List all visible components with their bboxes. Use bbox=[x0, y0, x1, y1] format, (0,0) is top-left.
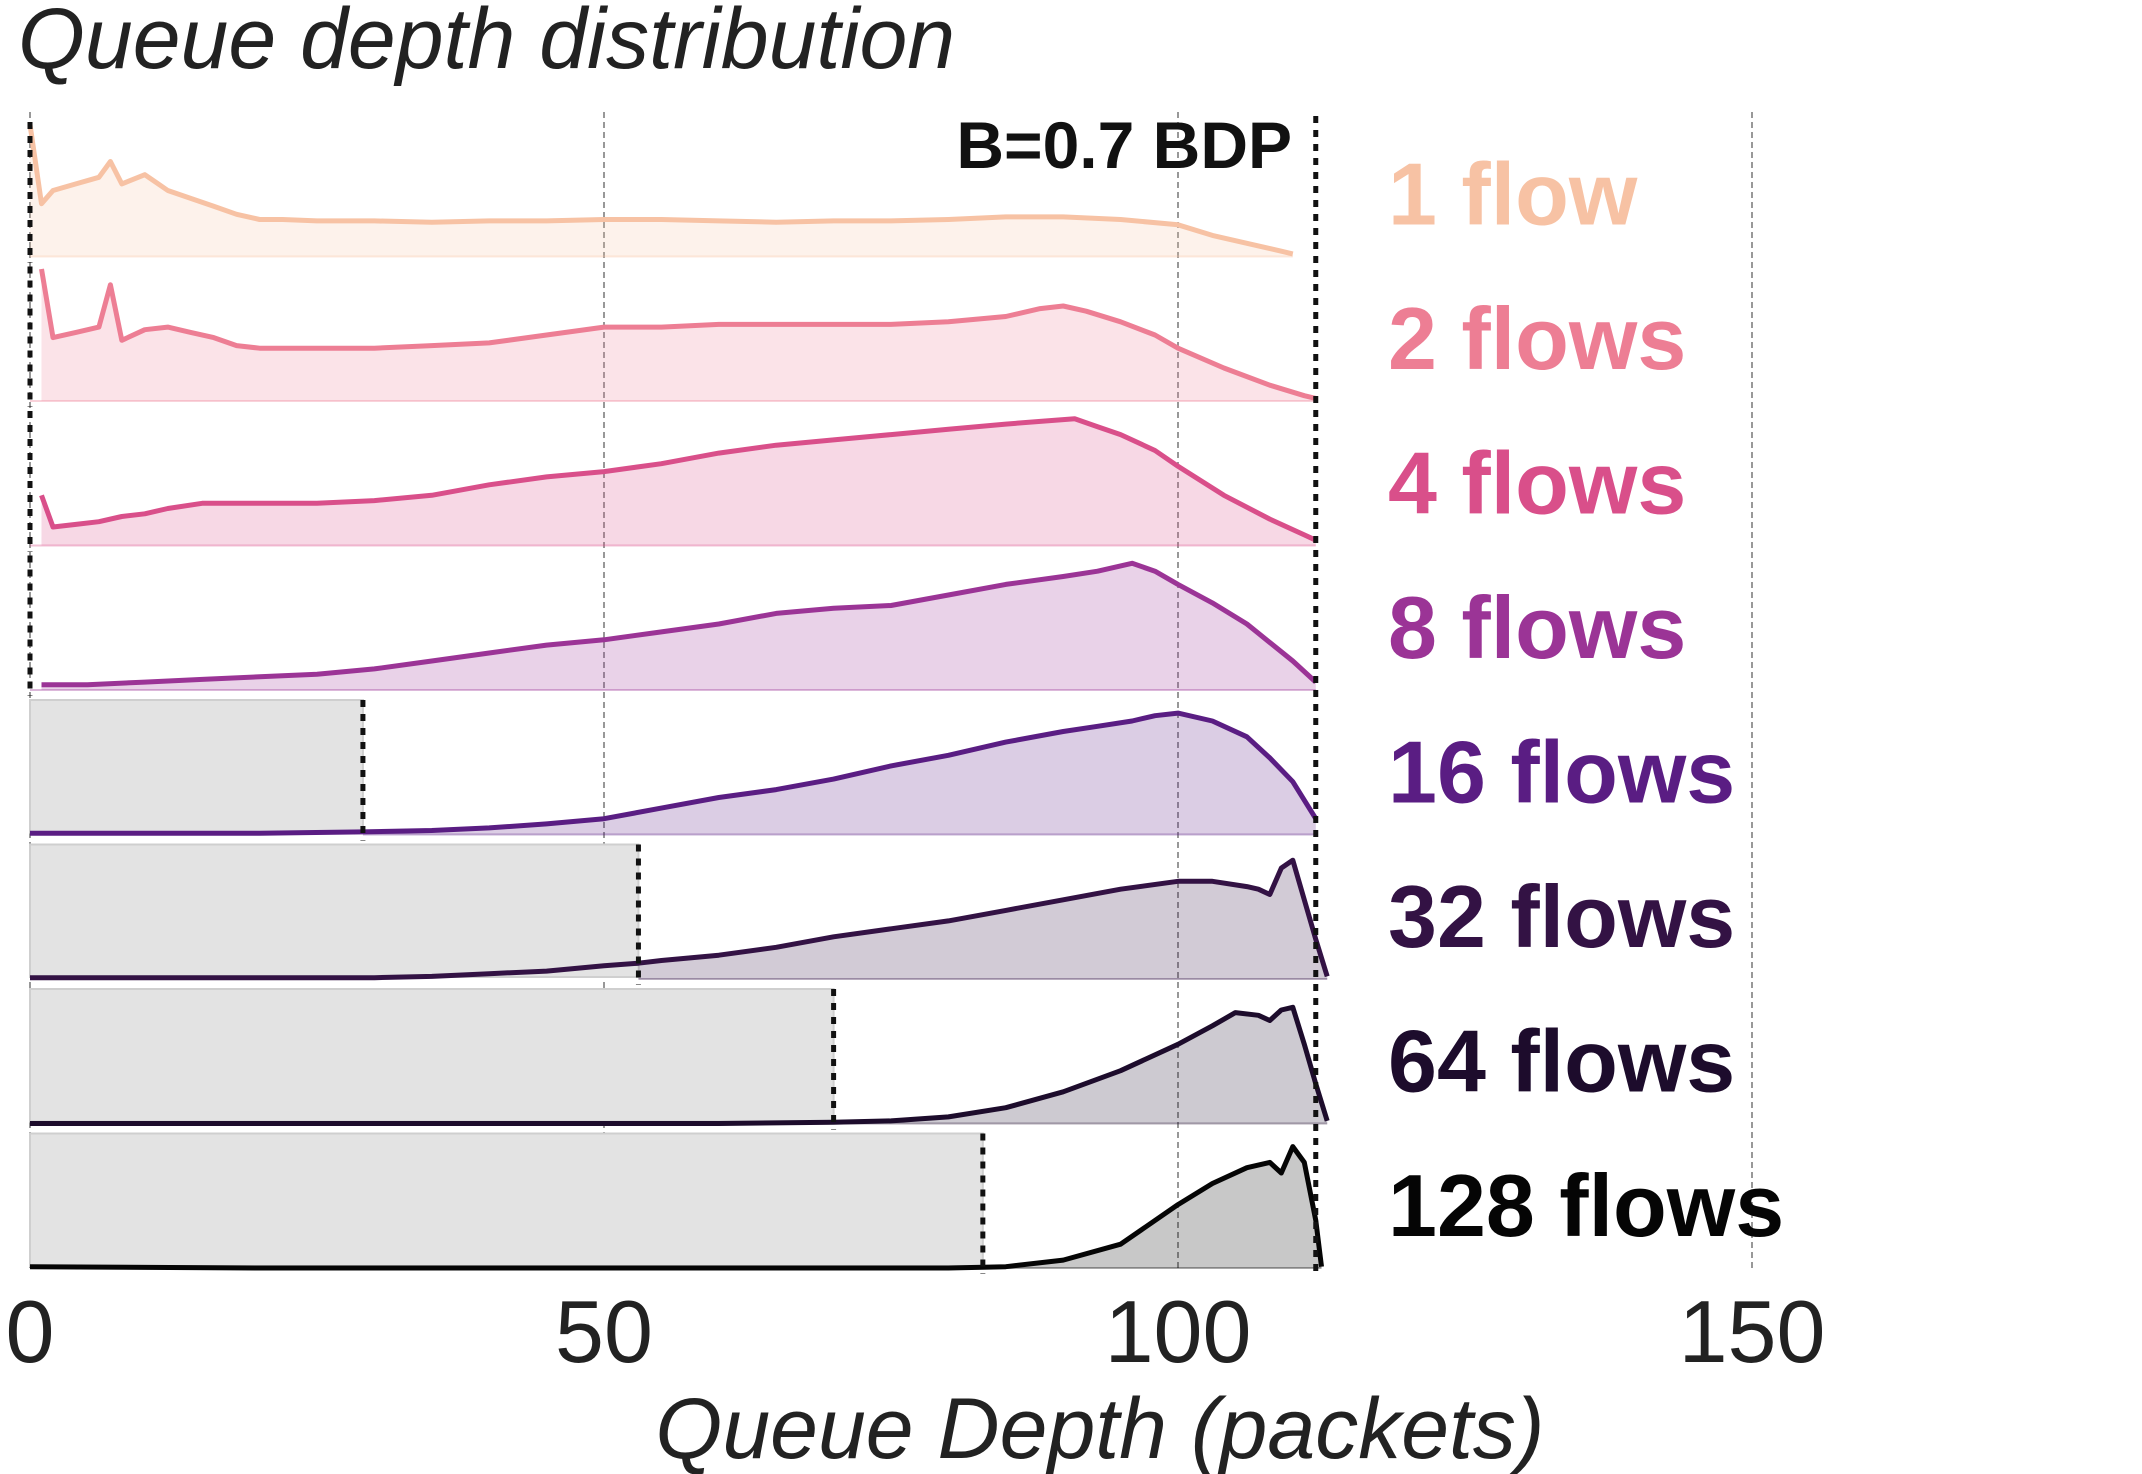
x-tick-label: 150 bbox=[1679, 1282, 1826, 1381]
series-area bbox=[41, 269, 1316, 401]
series-label: 128 flows bbox=[1388, 1156, 1784, 1255]
series-8-flows bbox=[27, 555, 1318, 696]
buffer-annotation: B=0.7 BDP bbox=[956, 108, 1292, 182]
series-area bbox=[30, 124, 1293, 257]
x-tick-label: 0 bbox=[6, 1282, 55, 1381]
series-128-flows bbox=[29, 1132, 1324, 1274]
grid-lines bbox=[29, 112, 1753, 1272]
series-area bbox=[362, 713, 1316, 835]
excluded-region bbox=[29, 699, 364, 834]
series-line bbox=[41, 560, 1318, 688]
series-label: 2 flows bbox=[1388, 289, 1686, 388]
x-tick-label: 50 bbox=[555, 1282, 653, 1381]
series-64-flows bbox=[29, 988, 1330, 1130]
series-area bbox=[638, 860, 1328, 979]
series-1-flow bbox=[27, 122, 1294, 263]
series-line bbox=[30, 710, 1318, 836]
excluded-region bbox=[29, 988, 835, 1123]
series-label: 1 flow bbox=[1388, 145, 1638, 244]
series-line bbox=[30, 857, 1330, 981]
x-axis-label: Queue Depth (packets) bbox=[655, 1381, 1544, 1474]
x-axis: 0 50 100 150 bbox=[6, 1282, 1826, 1381]
series-label: 4 flows bbox=[1388, 434, 1686, 533]
series-area bbox=[41, 418, 1316, 546]
excluded-region bbox=[29, 1132, 984, 1267]
series-2-flows bbox=[27, 266, 1317, 407]
series-area bbox=[833, 1007, 1328, 1124]
series-area bbox=[1005, 1146, 1322, 1268]
series-4-flows bbox=[27, 411, 1317, 552]
series-area bbox=[41, 563, 1316, 690]
series-label: 8 flows bbox=[1388, 578, 1686, 677]
series-line bbox=[29, 1144, 1324, 1271]
series-line bbox=[39, 416, 1317, 543]
series-label: 32 flows bbox=[1388, 867, 1735, 966]
series-line bbox=[39, 268, 1317, 401]
series-line bbox=[30, 1004, 1330, 1126]
series-labels: 1 flow 2 flows 4 flows 8 flows 16 flows 32 fl… bbox=[1388, 145, 1784, 1256]
series-16-flows bbox=[29, 699, 1318, 841]
series-label: 64 flows bbox=[1388, 1012, 1735, 1111]
excluded-region bbox=[29, 843, 640, 978]
x-tick-label: 100 bbox=[1105, 1282, 1252, 1381]
chart-title: Queue depth distribution bbox=[18, 0, 955, 87]
series-label: 16 flows bbox=[1388, 723, 1735, 822]
series-line bbox=[27, 124, 1294, 257]
series-32-flows bbox=[29, 843, 1330, 985]
ridgeline-series bbox=[27, 122, 1330, 1274]
